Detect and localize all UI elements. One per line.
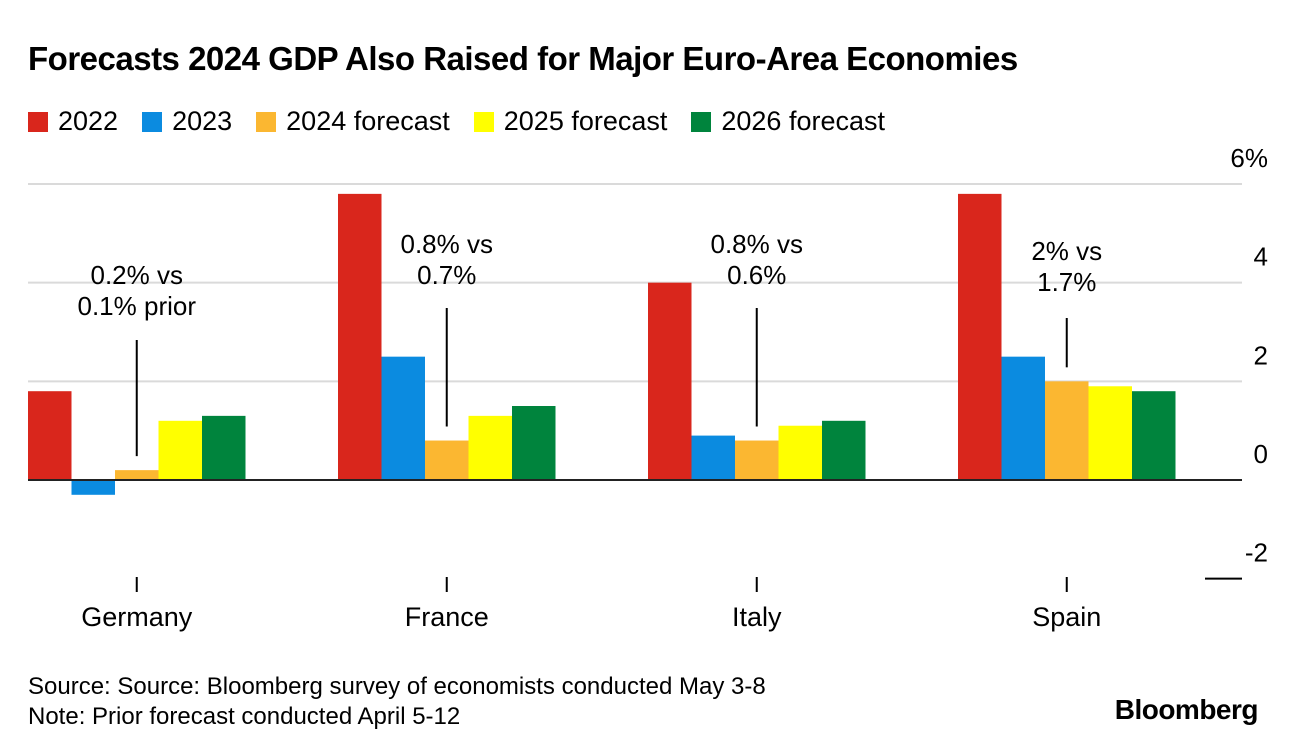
annotation-text: 0.7% [417, 260, 476, 290]
annotation-text: 2% vs [1031, 236, 1102, 266]
legend-item-2026-forecast: 2026 forecast [691, 106, 885, 137]
bar-spain-2026-forecast [1132, 391, 1176, 480]
bar-germany-2024-forecast [115, 470, 159, 480]
bar-germany-2022 [28, 391, 72, 480]
annotation-text: 0.1% prior [78, 291, 197, 321]
bar-france-2025-forecast [468, 415, 512, 480]
legend-swatch [691, 111, 712, 132]
y-tick-label: 2 [1254, 340, 1268, 370]
legend-swatch [28, 111, 48, 132]
legend-label: 2023 [172, 106, 233, 136]
bar-germany-2026-forecast [202, 415, 246, 480]
legend-label: 2025 forecast [503, 106, 668, 136]
annotation-text: 0.8% vs [711, 229, 804, 259]
y-tick-label: -2 [1245, 538, 1268, 568]
legend-swatch [142, 111, 163, 132]
legend-label: 2022 [58, 106, 119, 136]
annotation-text: 0.2% vs [91, 260, 184, 290]
bar-france-2022 [338, 193, 382, 480]
bar-germany-2023 [71, 480, 115, 495]
bar-italy-2026-forecast [822, 420, 866, 480]
footer: Source: Source: Bloomberg survey of econ… [28, 672, 766, 732]
legend-swatch [473, 111, 494, 132]
bar-spain-2025-forecast [1088, 386, 1132, 480]
annotation-text: 0.8% vs [401, 229, 494, 259]
bar-italy-2022 [648, 282, 692, 480]
x-tick-label: France [405, 602, 489, 632]
bar-france-2024-forecast [425, 440, 469, 480]
bar-germany-2025-forecast [158, 420, 202, 480]
bar-italy-2024-forecast [735, 440, 779, 480]
legend-item-2022: 2022 [28, 106, 118, 137]
source-note: Source: Source: Bloomberg survey of econ… [28, 673, 766, 700]
legend-label: 2026 forecast [721, 106, 885, 136]
annotation-text: 0.6% [727, 260, 786, 290]
y-tick-label: 6% [1230, 143, 1268, 173]
y-tick-label: 0 [1254, 439, 1268, 469]
bar-france-2026-forecast [512, 406, 556, 480]
legend-item-2025-forecast: 2025 forecast [473, 106, 668, 137]
bar-spain-2022 [958, 193, 1002, 480]
bar-france-2023 [381, 356, 425, 480]
legend-item-2024-forecast: 2024 forecast [256, 106, 450, 137]
bar-italy-2025-forecast [778, 425, 822, 480]
legend: 2022 2023 2024 forecast 2025 forecast 20… [28, 106, 885, 137]
x-tick-label: Spain [1032, 602, 1101, 632]
y-tick-label: 4 [1254, 242, 1268, 272]
legend-item-2023: 2023 [142, 106, 232, 137]
legend-label: 2024 forecast [286, 106, 450, 136]
bar-spain-2024-forecast [1045, 381, 1089, 480]
annotation-text: 1.7% [1037, 267, 1096, 297]
x-tick-label: Italy [732, 602, 782, 632]
legend-swatch [256, 111, 277, 132]
bar-italy-2023 [691, 435, 735, 480]
bloomberg-logo: Bloomberg [1114, 694, 1259, 725]
x-tick-label: Germany [81, 602, 193, 632]
chart-title: Forecasts 2024 GDP Also Raised for Major… [28, 40, 1018, 77]
prior-note: Note: Prior forecast conducted April 5-1… [28, 703, 461, 730]
bar-spain-2023 [1001, 356, 1045, 480]
